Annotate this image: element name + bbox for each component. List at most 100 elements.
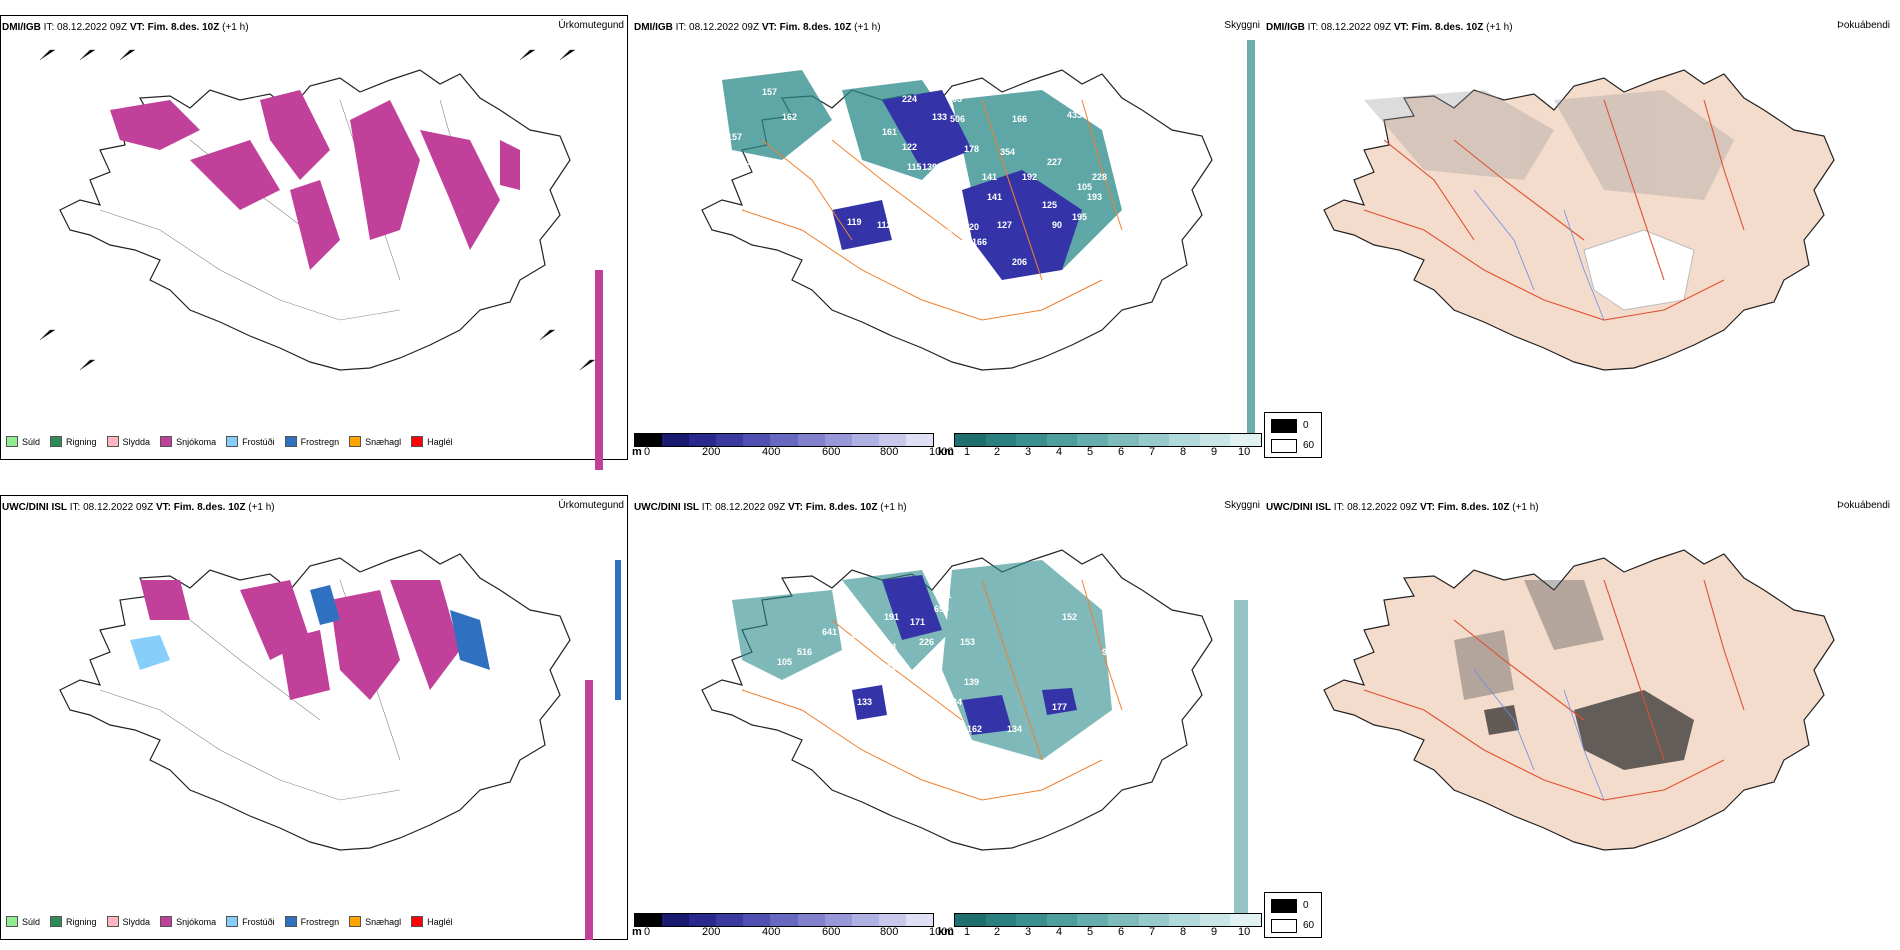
tick-label: 7 [1149, 926, 1156, 938]
cloud-base-labels: 157 162 157 157 206 224 133 161 305 506 … [727, 87, 1107, 267]
tick-label: 1000 [929, 446, 954, 458]
swatch-freezing-drizzle [226, 436, 239, 447]
cloud-base-label: 141 [987, 192, 1002, 202]
legend-item: Frostúði [226, 916, 275, 927]
low-cloud-areas [832, 90, 1082, 280]
fog-legend-label: 0 [1303, 900, 1309, 911]
cloud-base-label: 228 [1092, 172, 1107, 182]
legend-item: Haglél [411, 436, 453, 447]
tick-label: 8 [1180, 926, 1187, 938]
tick-label: 0 [644, 926, 651, 938]
legend-item: Rigning [50, 916, 97, 927]
cloud-base-label: 224 [902, 94, 917, 104]
swatch-drizzle [6, 916, 18, 927]
fog-legend-label: 60 [1303, 920, 1315, 931]
panel-product-title: Skyggni [1224, 500, 1260, 511]
fog-swatch-0 [1271, 899, 1297, 913]
cloud-visibility-panel-row2: 516 105 641 171 191 171 321 180 226 153 … [632, 480, 1262, 950]
tick-label: 1 [964, 926, 971, 938]
fog-shading [1364, 90, 1734, 200]
swatch-hail [411, 436, 424, 447]
vt-value: Fim. 8.des. 10Z [173, 502, 246, 513]
swatch-snow [160, 916, 173, 927]
legend-label: Snæhagl [365, 436, 402, 447]
panel-product-title: Þokuábendi [1837, 20, 1890, 31]
legend-label: Slydda [122, 916, 151, 927]
cloud-base-label: 134 [1007, 724, 1022, 734]
map-frame [0, 15, 628, 460]
cloud-base-label: 177 [1052, 702, 1067, 712]
legend-label: Frostregn [300, 916, 340, 927]
visibility-unit: km [938, 446, 954, 458]
vt-label: VT: [1393, 22, 1409, 33]
roads [741, 579, 1123, 801]
cloud-base-label: 506 [950, 114, 965, 124]
init-time: IT: 08.12.2022 09Z [1333, 502, 1418, 513]
cloud-base-label: 178 [964, 144, 979, 154]
cloud-base-label: 166 [972, 237, 987, 247]
cloud-base-label: 139 [964, 677, 979, 687]
cloud-base-label: 909 [1102, 647, 1117, 657]
cloud-base-label: 133 [932, 112, 947, 122]
cloud-base-label: 119 [847, 217, 862, 227]
tick-label: 7 [1149, 446, 1156, 458]
panel-title: UWC/DINI ISL IT: 08.12.2022 09Z VT: Fim.… [2, 502, 275, 513]
cloud-base-label: 162 [782, 112, 797, 122]
legend-item: Snjókoma [160, 436, 216, 447]
tick-label: 10 [1238, 926, 1251, 938]
panel-product-title: Þokuábendi [1837, 500, 1890, 511]
cloud-base-label: 157 [727, 132, 742, 142]
cloud-base-label: 153 [960, 637, 975, 647]
vt-value: Fim. 8.des. 10Z [1411, 22, 1484, 33]
low-cloud-areas [852, 575, 1077, 735]
fog-swatch-60 [1271, 439, 1297, 453]
cloud-base-label: 234 [947, 697, 962, 707]
cloud-base-label: 433 [1067, 110, 1082, 120]
vt-label: VT: [787, 502, 803, 513]
cloud-base-label: 171 [910, 617, 925, 627]
cloud-base-label: 152 [1062, 612, 1077, 622]
legend-label: Frostregn [300, 436, 340, 447]
init-time: IT: 08.12.2022 09Z [69, 502, 154, 513]
tick-label: 4 [1056, 446, 1063, 458]
freezing-rain-areas [310, 585, 490, 670]
legend-label: Frostúði [242, 916, 275, 927]
tick-label: 3 [1025, 446, 1032, 458]
tick-label: 2 [994, 446, 1001, 458]
roads [741, 99, 1123, 321]
tick-label: 3 [1025, 926, 1032, 938]
visibility-colorbar [954, 433, 1262, 447]
cloud-base-label: 321 [882, 642, 897, 652]
cloud-visibility-panel-row1: 157 162 157 157 206 224 133 161 305 506 … [632, 0, 1262, 470]
visibility-colorbar [954, 913, 1262, 927]
tick-label: 200 [702, 926, 721, 938]
lead-time: (+1 h) [222, 22, 249, 33]
cloud-base-label: 125 [1042, 200, 1057, 210]
fog-shading [1454, 580, 1604, 700]
panel-product-title: Úrkomutegund [558, 500, 624, 511]
fog-legend-label: 60 [1303, 440, 1315, 451]
swatch-freezing-rain [284, 436, 297, 447]
swatch-hail [411, 916, 424, 927]
visibility-unit: km [938, 926, 954, 938]
cloud-base-label: 162 [967, 724, 982, 734]
cloud-base-label: 120 [964, 222, 979, 232]
legend-item: Rigning [50, 436, 97, 447]
swatch-rain [50, 916, 63, 927]
cloud-base-label: 157 [762, 87, 777, 97]
legend-label: Haglél [427, 436, 453, 447]
lead-time: (+1 h) [1486, 22, 1513, 33]
swatch-freezing-rain [284, 916, 297, 927]
lead-time: (+1 h) [248, 502, 275, 513]
panel-product-title: Úrkomutegund [558, 20, 624, 31]
tick-label: 6 [1118, 926, 1125, 938]
cloud-base-label: 641 [822, 627, 837, 637]
rivers [1473, 669, 1605, 801]
legend-label: Snjókoma [176, 436, 217, 447]
visibility-strip [1247, 40, 1255, 440]
cloud-base-label: 193 [1087, 192, 1102, 202]
cloud-base-label: 167 [932, 717, 947, 727]
legend-label: Súld [22, 436, 41, 447]
wind-barbs [39, 49, 595, 371]
freezing-rain-strip [615, 560, 621, 700]
